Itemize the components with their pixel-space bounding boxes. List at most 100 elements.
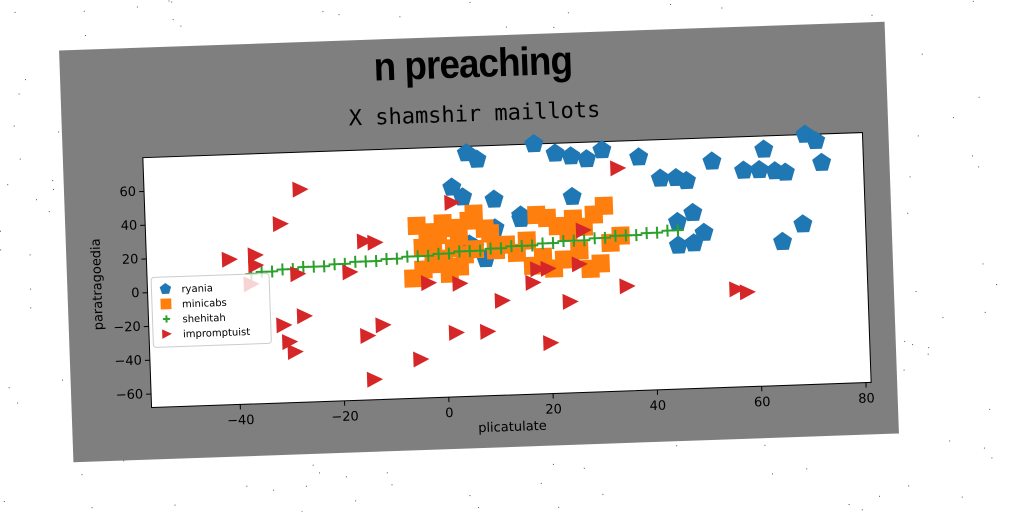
data-point-shehitah bbox=[432, 247, 445, 260]
data-point-ryania bbox=[668, 235, 688, 254]
data-point-impromptuist bbox=[272, 216, 289, 233]
data-point-shehitah bbox=[422, 249, 435, 262]
legend-box bbox=[150, 272, 272, 348]
data-point-shehitah bbox=[463, 245, 476, 258]
data-point-shehitah bbox=[359, 255, 372, 268]
data-point-ryania bbox=[511, 208, 531, 228]
legend-marker-ryania bbox=[159, 282, 172, 294]
data-point-impromptuist bbox=[247, 257, 265, 274]
x-tick-label: −40 bbox=[227, 413, 255, 429]
plot-area bbox=[142, 132, 872, 409]
data-point-shehitah bbox=[599, 231, 612, 244]
data-point-ryania bbox=[562, 186, 582, 206]
data-point-impromptuist bbox=[619, 278, 636, 295]
data-point-shehitah bbox=[588, 232, 601, 245]
data-point-minicabs bbox=[591, 254, 611, 273]
data-point-minicabs bbox=[465, 239, 485, 259]
data-point-ryania bbox=[775, 162, 795, 181]
x-tick-label: 80 bbox=[858, 391, 875, 407]
data-point-impromptuist bbox=[543, 335, 560, 352]
data-point-impromptuist bbox=[540, 260, 557, 277]
data-point-shehitah bbox=[494, 242, 508, 255]
data-point-shehitah bbox=[609, 229, 622, 242]
data-point-shehitah bbox=[661, 224, 674, 237]
data-point-shehitah bbox=[557, 234, 570, 248]
data-point-minicabs bbox=[464, 204, 484, 224]
data-point-ryania bbox=[467, 149, 487, 168]
data-point-impromptuist bbox=[562, 293, 579, 310]
data-point-shehitah bbox=[328, 258, 341, 271]
series-shehitah bbox=[245, 224, 684, 280]
data-point-impromptuist bbox=[420, 275, 438, 292]
data-point-minicabs bbox=[594, 196, 614, 216]
x-tick-label: 0 bbox=[445, 406, 454, 421]
data-point-ryania bbox=[694, 222, 714, 242]
data-point-shehitah bbox=[474, 244, 487, 257]
data-point-ryania bbox=[683, 202, 703, 222]
data-point-impromptuist bbox=[375, 317, 392, 334]
data-point-impromptuist bbox=[276, 317, 293, 334]
legend-marker-shehitah bbox=[162, 315, 171, 323]
y-tick-label: −20 bbox=[113, 320, 141, 336]
y-tick-label: −40 bbox=[114, 354, 142, 370]
data-point-impromptuist bbox=[739, 284, 756, 301]
data-point-shehitah bbox=[401, 250, 414, 263]
data-point-ryania bbox=[577, 149, 597, 168]
data-point-ryania bbox=[484, 189, 504, 208]
data-point-ryania bbox=[676, 170, 696, 190]
chart-card: n preaching X shamshir maillots −40 −20 0 2… bbox=[59, 21, 899, 463]
data-point-minicabs bbox=[517, 231, 537, 250]
scatter-plot: −40 −20 0 20 40 60 80 −60 −40 −20 0 20 40 60 ryania mi… bbox=[89, 124, 875, 436]
data-point-ryania bbox=[629, 147, 649, 166]
data-point-shehitah bbox=[619, 229, 632, 242]
data-point-ryania bbox=[545, 143, 565, 162]
data-point-minicabs bbox=[554, 250, 574, 269]
data-point-shehitah bbox=[484, 242, 497, 255]
data-point-shehitah bbox=[536, 237, 549, 250]
y-tick-label: −60 bbox=[115, 387, 143, 403]
data-point-shehitah bbox=[515, 239, 528, 252]
data-point-impromptuist bbox=[571, 256, 588, 273]
data-point-shehitah bbox=[380, 253, 393, 266]
data-point-shehitah bbox=[578, 234, 591, 247]
y-tick-label: 0 bbox=[131, 286, 140, 301]
data-point-impromptuist bbox=[444, 194, 461, 211]
legend-label-minicabs: minicabs bbox=[182, 298, 227, 311]
data-point-impromptuist bbox=[221, 251, 238, 268]
data-point-shehitah bbox=[276, 263, 289, 276]
data-point-shehitah bbox=[370, 255, 383, 268]
data-point-shehitah bbox=[505, 240, 518, 253]
data-point-shehitah bbox=[297, 260, 310, 274]
data-point-shehitah bbox=[442, 247, 456, 260]
data-point-ryania bbox=[668, 211, 688, 231]
data-point-impromptuist bbox=[290, 266, 307, 283]
data-point-ryania bbox=[453, 187, 473, 206]
data-point-impromptuist bbox=[452, 275, 469, 292]
legend-label-ryania: ryania bbox=[181, 283, 213, 295]
y-tick-label: 40 bbox=[120, 218, 137, 234]
data-point-shehitah bbox=[651, 226, 664, 239]
data-point-ryania bbox=[734, 160, 754, 179]
data-point-ryania bbox=[812, 152, 832, 171]
data-point-shehitah bbox=[318, 260, 331, 273]
data-point-impromptuist bbox=[530, 261, 547, 278]
data-point-impromptuist bbox=[494, 292, 511, 309]
data-point-ryania bbox=[749, 159, 769, 179]
data-point-shehitah bbox=[567, 234, 580, 247]
data-point-shehitah bbox=[630, 229, 643, 242]
data-point-impromptuist bbox=[413, 351, 430, 368]
data-point-impromptuist bbox=[342, 264, 359, 281]
data-point-impromptuist bbox=[367, 234, 384, 251]
legend-label-shehitah: shehitah bbox=[182, 313, 226, 326]
x-tick-label: 60 bbox=[754, 395, 771, 411]
legend-label-impromptuist: impromptuist bbox=[183, 327, 251, 340]
data-point-ryania bbox=[650, 168, 670, 187]
data-point-ryania bbox=[793, 214, 813, 233]
data-point-ryania bbox=[806, 130, 826, 150]
data-point-impromptuist bbox=[729, 281, 746, 298]
data-point-impromptuist bbox=[360, 328, 377, 345]
data-point-minicabs bbox=[424, 254, 444, 274]
axis-ticks: −40 −20 0 20 40 60 80 −60 −40 −20 0 20 40 60 bbox=[113, 185, 875, 429]
data-point-ryania bbox=[561, 146, 581, 165]
